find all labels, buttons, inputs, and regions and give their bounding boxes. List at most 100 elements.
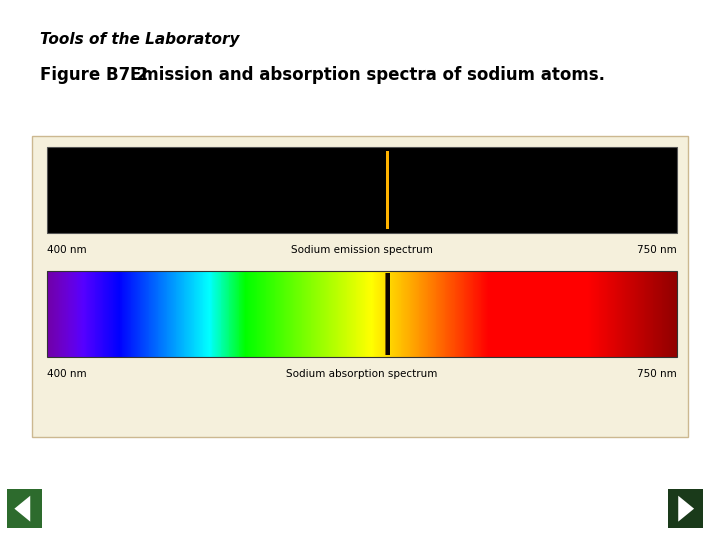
Bar	[207, 271, 208, 357]
Bar	[647, 271, 648, 357]
Bar	[411, 271, 413, 357]
Bar	[307, 271, 308, 357]
Polygon shape	[678, 496, 694, 522]
Bar	[595, 271, 596, 357]
Bar	[90, 271, 91, 357]
Bar	[143, 271, 144, 357]
Bar	[415, 271, 416, 357]
Bar	[591, 271, 593, 357]
Bar	[413, 271, 414, 357]
Bar	[590, 271, 591, 357]
Bar	[524, 271, 525, 357]
Bar	[531, 271, 532, 357]
Bar	[363, 271, 364, 357]
Bar	[72, 271, 73, 357]
Bar	[579, 271, 580, 357]
Bar	[515, 271, 516, 357]
Bar	[152, 271, 153, 357]
Bar	[265, 271, 266, 357]
Bar	[50, 271, 51, 357]
Bar	[304, 271, 305, 357]
Text: 400 nm: 400 nm	[47, 369, 86, 380]
Bar	[239, 271, 240, 357]
Bar	[550, 271, 551, 357]
Bar	[674, 271, 675, 357]
Bar	[636, 271, 637, 357]
Bar	[245, 271, 246, 357]
Bar	[126, 271, 127, 357]
Bar	[559, 271, 560, 357]
Bar	[449, 271, 450, 357]
Bar	[128, 271, 129, 357]
Bar	[57, 271, 58, 357]
Bar	[341, 271, 342, 357]
Bar	[481, 271, 482, 357]
Bar	[328, 271, 330, 357]
Bar	[546, 271, 547, 357]
Bar	[305, 271, 306, 357]
Bar	[386, 271, 387, 357]
Bar	[476, 271, 477, 357]
Bar	[325, 271, 326, 357]
Bar	[190, 271, 191, 357]
Bar	[327, 271, 328, 357]
Bar	[367, 271, 368, 357]
Bar	[377, 271, 378, 357]
Bar	[230, 271, 231, 357]
Bar	[69, 271, 71, 357]
Bar	[55, 271, 56, 357]
Bar	[316, 271, 317, 357]
Bar	[675, 271, 676, 357]
Bar	[71, 271, 72, 357]
Bar	[85, 271, 86, 357]
Bar	[588, 271, 590, 357]
Bar	[364, 271, 366, 357]
Bar	[233, 271, 234, 357]
Bar	[418, 271, 420, 357]
Bar	[414, 271, 415, 357]
Bar	[541, 271, 542, 357]
Bar	[279, 271, 280, 357]
Bar	[555, 271, 557, 357]
Bar	[567, 271, 568, 357]
Bar	[672, 271, 673, 357]
Bar	[390, 271, 391, 357]
Bar	[386, 273, 390, 355]
Bar	[396, 271, 397, 357]
Bar	[83, 271, 84, 357]
Bar	[295, 271, 296, 357]
Bar	[300, 271, 301, 357]
Bar	[421, 271, 422, 357]
Bar	[209, 271, 210, 357]
Bar	[599, 271, 600, 357]
Bar	[199, 271, 200, 357]
Bar	[655, 271, 656, 357]
Bar	[151, 271, 152, 357]
Bar	[212, 271, 213, 357]
Bar	[405, 271, 406, 357]
Bar	[513, 271, 514, 357]
Text: 750 nm: 750 nm	[637, 245, 677, 255]
Bar	[350, 271, 351, 357]
Bar	[78, 271, 79, 357]
Bar	[351, 271, 352, 357]
Bar	[260, 271, 261, 357]
Bar	[163, 271, 164, 357]
Bar	[570, 271, 571, 357]
Bar	[523, 271, 524, 357]
Bar	[285, 271, 287, 357]
Bar	[403, 271, 404, 357]
Bar	[433, 271, 435, 357]
Bar	[461, 271, 462, 357]
Bar	[266, 271, 267, 357]
Bar	[353, 271, 354, 357]
Bar	[262, 271, 263, 357]
Bar	[253, 271, 255, 357]
Bar	[66, 271, 68, 357]
Bar	[360, 271, 361, 357]
Bar	[620, 271, 621, 357]
Bar	[197, 271, 198, 357]
Bar	[541, 271, 543, 357]
Bar	[447, 271, 449, 357]
Bar	[82, 271, 83, 357]
